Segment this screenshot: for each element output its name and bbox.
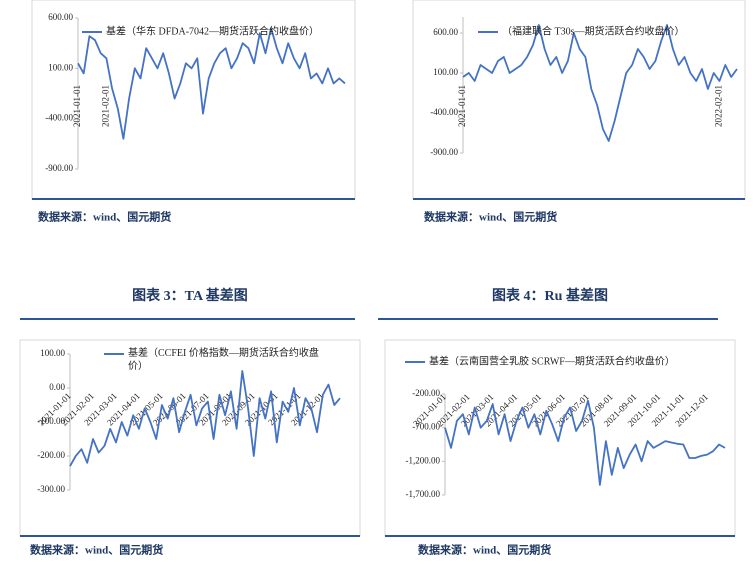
y-tick-label: 600.00 bbox=[48, 12, 73, 22]
source-note: 数据来源：wind、国元期货 bbox=[418, 543, 551, 557]
y-tick-label: 100.00 bbox=[40, 348, 65, 358]
legend-label: （福建联合 T30s—期货活跃合约收盘价） bbox=[502, 24, 685, 37]
source-note: 数据来源：wind、国元期货 bbox=[38, 210, 171, 224]
y-tick-label: 600.00 bbox=[433, 27, 458, 37]
figure-title: 图表 3：TA 基差图 bbox=[132, 287, 248, 304]
series-line bbox=[69, 370, 341, 467]
series-line bbox=[444, 399, 726, 486]
y-tick-label: -400.00 bbox=[45, 113, 73, 123]
y-tick-label: -300.00 bbox=[37, 484, 65, 494]
x-tick-label: 2021-01-01 bbox=[72, 85, 82, 127]
x-tick-label: 2021-01-01 bbox=[457, 85, 467, 127]
chart-frame bbox=[31, 0, 356, 200]
source-note: 数据来源：wind、国元期货 bbox=[424, 210, 557, 224]
y-tick-label: -900.00 bbox=[430, 147, 458, 157]
y-tick-label: 100.00 bbox=[48, 62, 73, 72]
y-tick-label: -1,700.00 bbox=[406, 489, 441, 499]
series-line bbox=[462, 24, 738, 142]
y-tick-label: -400.00 bbox=[430, 107, 458, 117]
legend-box: 基差（CCFEI 价格指数—期货活跃合约收盘价） bbox=[128, 348, 319, 372]
source-note: 数据来源：wind、国元期货 bbox=[30, 543, 163, 557]
legend-label: 基差（CCFEI 价格指数—期货活跃合约收盘价） bbox=[128, 348, 319, 372]
y-tick-label: -1,200.00 bbox=[406, 455, 441, 465]
legend-label: 基差（华东 DFDA-7042—期货活跃合约收盘价） bbox=[106, 24, 319, 37]
chart-frame bbox=[412, 0, 746, 200]
legend-label: 基差（云南国营全乳胶 SCRWF—期货活跃合约收盘价） bbox=[429, 354, 675, 367]
x-tick-label: 2021-02-01 bbox=[100, 85, 110, 127]
series-line bbox=[77, 27, 346, 140]
y-tick-label: -100.00 bbox=[37, 416, 65, 426]
y-tick-label: -900.00 bbox=[45, 163, 73, 173]
y-tick-label: -200.00 bbox=[37, 450, 65, 460]
y-tick-label: 0.00 bbox=[49, 382, 65, 392]
figure-title: 图表 4：Ru 基差图 bbox=[492, 287, 608, 304]
chart-frame bbox=[384, 339, 736, 537]
y-tick-label: -200.00 bbox=[412, 388, 440, 398]
y-tick-label: 100.00 bbox=[433, 67, 458, 77]
y-tick-label: -700.00 bbox=[412, 422, 440, 432]
chart-frame bbox=[19, 339, 361, 537]
x-tick-label: 2022-02-01 bbox=[714, 85, 724, 127]
